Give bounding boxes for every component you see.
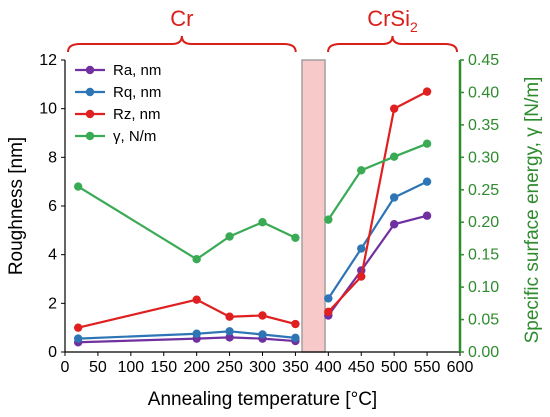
y2-axis-title: Specific surface energy, γ [N/m] <box>522 77 543 344</box>
series-point-3 <box>324 215 333 224</box>
shaded-region-layer <box>301 59 326 353</box>
x-tick-label: 400 <box>315 359 342 376</box>
series-point-1 <box>422 177 432 186</box>
series-line-2 <box>327 90 428 313</box>
y2-tick-label: 0.40 <box>468 84 499 101</box>
y-tick-label: 10 <box>39 101 57 118</box>
series-point-2 <box>422 87 432 96</box>
x-tick-label: 300 <box>249 359 276 376</box>
shaded-region <box>301 59 326 353</box>
x-tick-label: 150 <box>150 359 177 376</box>
x-tick-label: 100 <box>117 359 144 376</box>
x-tick-label: 50 <box>89 359 107 376</box>
y-tick-label: 2 <box>48 295 57 312</box>
series-point-2 <box>192 295 201 304</box>
y-tick-label: 0 <box>48 344 57 361</box>
series-point-0 <box>225 333 234 342</box>
y2-tick-label: 0.15 <box>468 247 499 264</box>
series-point-1 <box>192 329 201 338</box>
series-point-0 <box>389 220 399 229</box>
series-point-2 <box>357 272 366 281</box>
series-line-1 <box>327 180 428 300</box>
series-point-1 <box>389 193 399 202</box>
series-point-3 <box>258 218 267 227</box>
series-point-2 <box>389 104 399 113</box>
series-point-2 <box>258 311 267 320</box>
series-point-2 <box>73 323 83 332</box>
series-point-3 <box>291 233 300 242</box>
y-axis-title: Roughness [nm] <box>6 137 27 275</box>
legend-marker-1 <box>85 87 95 97</box>
group-brace-layer: Cr CrSi2 <box>67 6 458 53</box>
legend-label-0: Ra, nm <box>113 62 161 79</box>
series-point-0 <box>422 211 432 220</box>
x-tick-label: 550 <box>414 359 441 376</box>
y2-tick-label: 0.25 <box>468 182 499 199</box>
y2-tick-label: 0.30 <box>468 149 499 166</box>
series-point-3 <box>225 232 234 241</box>
y2-tick-label: 0.00 <box>468 344 499 361</box>
group-label-0: Cr <box>170 6 193 31</box>
legend-marker-3 <box>85 131 95 141</box>
x-tick-label: 600 <box>447 359 474 376</box>
y2-tick-label: 0.20 <box>468 214 499 231</box>
series-layer <box>73 87 432 347</box>
series-point-2 <box>291 319 300 329</box>
series-line-0 <box>327 214 428 317</box>
group-label-1: CrSi2 <box>367 6 418 35</box>
legend-label-3: γ, N/m <box>113 128 156 145</box>
y2-tick-label: 0.10 <box>468 279 499 296</box>
x-tick-label: 0 <box>61 359 70 376</box>
series-point-3 <box>357 166 366 175</box>
series-point-1 <box>225 327 234 336</box>
y2-tick-label: 0.35 <box>468 117 499 134</box>
axes-layer: 0 50 100 150 200 250 300 350 400 450 500 550 600 0 2 4 6… <box>39 52 499 376</box>
group-brace-0 <box>67 35 297 53</box>
y-tick-label: 12 <box>39 52 57 69</box>
series-point-1 <box>73 334 83 343</box>
x-tick-label: 250 <box>216 359 243 376</box>
legend-label-1: Rq, nm <box>113 84 161 101</box>
series-point-1 <box>258 330 267 339</box>
x-axis-title: Annealing temperature [°C] <box>148 389 377 410</box>
y2-tick-label: 0.45 <box>468 52 499 69</box>
y-tick-label: 6 <box>48 198 57 215</box>
legend: Ra, nm Rq, nm Rz, nm γ, N/m <box>75 62 161 145</box>
series-point-1 <box>291 333 300 343</box>
series-point-3 <box>389 152 399 161</box>
y-tick-label: 8 <box>48 149 57 166</box>
legend-label-2: Rz, nm <box>113 106 161 123</box>
x-tick-label: 350 <box>282 359 309 376</box>
x-tick-label: 500 <box>381 359 408 376</box>
series-point-3 <box>73 182 83 191</box>
y2-tick-label: 0.05 <box>468 312 499 329</box>
series-point-3 <box>422 139 432 148</box>
legend-marker-0 <box>85 65 95 75</box>
group-brace-1 <box>327 35 458 53</box>
x-tick-label: 450 <box>348 359 375 376</box>
series-point-2 <box>324 307 333 317</box>
series-point-1 <box>324 294 333 303</box>
series-line-3 <box>327 142 428 221</box>
series-point-1 <box>357 244 366 253</box>
legend-marker-2 <box>85 109 95 119</box>
series-point-2 <box>225 312 234 321</box>
x-tick-label: 200 <box>183 359 210 376</box>
series-point-3 <box>192 255 201 264</box>
y-tick-label: 4 <box>48 247 57 264</box>
